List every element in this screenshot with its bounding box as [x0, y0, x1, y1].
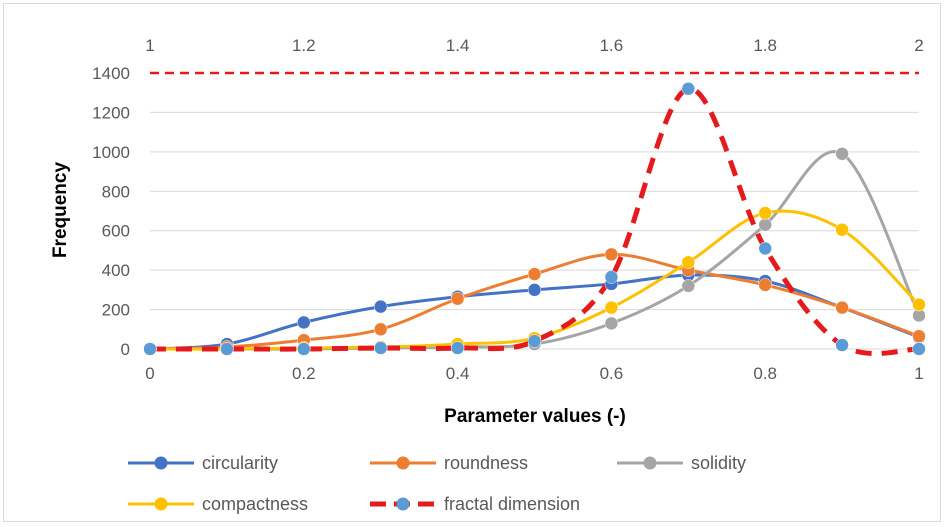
- x-tick-label: 0: [145, 364, 154, 383]
- legend-swatch-marker: [396, 497, 410, 511]
- data-point-roundness: [912, 329, 926, 343]
- y-tick-label: 0: [121, 340, 130, 359]
- x-tick-label: 0.6: [600, 364, 624, 383]
- data-point-roundness: [604, 247, 619, 262]
- line-chart: 0 0.2 0.4 0.6 0.8 1 1 1.2 1.4 1.6 1.8 2 0 200 400 600…: [50, 36, 926, 514]
- data-point-solidity: [835, 147, 849, 161]
- y-tick-label: 800: [102, 182, 130, 201]
- x2-tick-label: 1.8: [753, 36, 777, 55]
- legend: circularity roundness solidity compactness f…: [128, 453, 746, 514]
- legend-label: compactness: [202, 494, 308, 514]
- data-point-fractal-dimension: [758, 241, 772, 256]
- y-tick-label: 1200: [92, 103, 130, 122]
- data-point-circularity: [373, 299, 388, 314]
- series-line-solidity: [149, 150, 921, 351]
- x2-tick-label: 1.6: [600, 36, 624, 55]
- legend-label: circularity: [202, 453, 278, 473]
- legend-swatch-marker: [643, 456, 657, 470]
- data-point-roundness: [835, 300, 849, 315]
- x-tick-label: 0.4: [446, 364, 470, 383]
- x-axis-title: Parameter values (-): [444, 406, 626, 427]
- data-point-compactness: [604, 300, 619, 315]
- y-tick-label: 400: [102, 261, 130, 280]
- x2-tick-label: 1: [145, 36, 154, 55]
- data-point-solidity: [758, 218, 772, 232]
- y-tick-label: 1000: [92, 143, 130, 162]
- legend-label: solidity: [691, 453, 746, 473]
- data-point-circularity: [297, 315, 311, 330]
- x2-tick-label: 1.2: [292, 36, 316, 55]
- series-group: [143, 71, 926, 356]
- data-point-solidity: [604, 316, 619, 331]
- y-tick-label: 1400: [92, 64, 130, 83]
- x2-tick-label: 2: [914, 36, 923, 55]
- y-tick-label: 600: [102, 222, 130, 241]
- data-point-fractal-dimension: [143, 342, 157, 356]
- series-line-fractal-dimension: [149, 86, 920, 356]
- legend-swatch-marker: [154, 497, 168, 511]
- data-point-fractal-dimension: [450, 341, 465, 355]
- data-point-fractal-dimension: [835, 338, 849, 352]
- data-point-fractal-dimension: [912, 342, 926, 356]
- x-tick-label: 1: [914, 364, 923, 383]
- data-point-fractal-dimension: [527, 334, 542, 348]
- data-point-fractal-dimension: [220, 342, 234, 356]
- x-axis-ticks: 0 0.2 0.4 0.6 0.8 1: [145, 364, 923, 383]
- data-point-fractal-dimension: [373, 341, 388, 355]
- legend-swatch-marker: [396, 456, 410, 470]
- data-point-roundness: [450, 291, 465, 306]
- legend-label: roundness: [444, 453, 528, 473]
- data-point-fractal-dimension: [604, 270, 619, 284]
- gridlines: [150, 111, 919, 350]
- x-tick-label: 0.2: [292, 364, 316, 383]
- data-point-roundness: [373, 322, 388, 337]
- data-point-compactness: [681, 255, 696, 270]
- chart-frame: 0 0.2 0.4 0.6 0.8 1 1 1.2 1.4 1.6 1.8 2 0 200 400 600…: [3, 3, 941, 522]
- x-tick-label: 0.8: [753, 364, 777, 383]
- x2-tick-label: 1.4: [446, 36, 470, 55]
- data-point-roundness: [527, 267, 542, 281]
- data-point-compactness: [835, 222, 849, 237]
- legend-label: fractal dimension: [444, 494, 580, 514]
- secondary-x-axis-ticks: 1 1.2 1.4 1.6 1.8 2: [145, 36, 923, 55]
- y-tick-label: 200: [102, 301, 130, 320]
- data-point-fractal-dimension: [681, 82, 696, 96]
- data-point-circularity: [527, 283, 542, 297]
- y-axis-ticks: 0 200 400 600 800 1000 1200 1400: [92, 64, 130, 359]
- data-point-compactness: [758, 206, 772, 220]
- y-axis-title: Frequency: [50, 162, 71, 259]
- data-point-solidity: [681, 279, 696, 293]
- data-point-fractal-dimension: [297, 342, 311, 356]
- data-point-compactness: [912, 297, 926, 312]
- legend-swatch-marker: [154, 456, 168, 470]
- data-point-roundness: [758, 278, 772, 292]
